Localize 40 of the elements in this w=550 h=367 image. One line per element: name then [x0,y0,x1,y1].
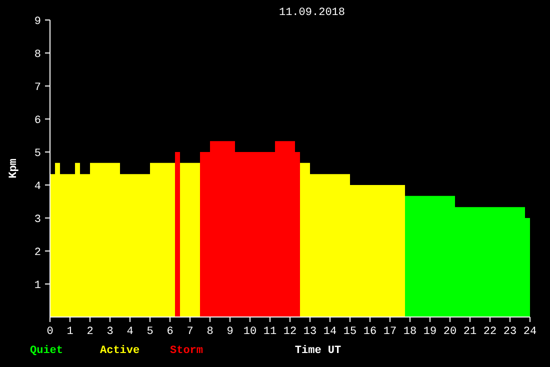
x-tick-label: 7 [186,326,194,338]
x-tick-label: 1 [66,326,74,338]
x-axis-title: Time UT [294,345,342,357]
chart-title: 11.09.2018 [278,7,346,19]
y-tick-label: 8 [34,48,41,61]
x-tick-label: 17 [383,326,397,338]
x-tick-label: 4 [126,326,134,338]
x-tick-label: 11 [263,326,277,338]
x-tick-label: 23 [503,326,517,338]
text: Quiet [30,345,64,357]
x-tick-label: 2 [86,326,94,338]
text: Active [100,345,140,357]
x-tick-label: 24 [523,326,537,338]
x-tick-label: 12 [283,326,297,338]
x-tick-label: 14 [323,326,337,338]
x-tick-label: 21 [463,326,477,338]
x-tick-label: 20 [443,326,457,338]
y-tick-label: 9 [34,16,41,28]
text: Storm [170,345,204,357]
x-tick-label: 18 [403,326,417,338]
x-tick-label: 0 [46,326,54,338]
x-tick-label: 10 [243,326,257,338]
y-tick-label: 2 [34,246,41,259]
x-tick-label: 16 [363,326,377,338]
y-tick-label: 6 [34,114,41,127]
y-tick-label: 7 [34,82,41,94]
y-tick-label: 5 [34,148,41,160]
x-tick-label: 22 [483,326,497,338]
x-tick-label: 9 [226,326,234,338]
x-tick-label: 3 [106,326,114,338]
x-tick-label: 19 [423,326,437,338]
y-tick-label: 4 [34,180,42,193]
x-tick-label: 15 [343,326,357,338]
y-tick-label: 3 [34,214,41,226]
y-axis-title: Kpm [8,158,20,178]
x-tick-label: 5 [146,326,154,338]
x-tick-label: 6 [166,326,174,338]
x-tick-label: 8 [206,326,214,338]
y-tick-label: 1 [34,280,42,292]
x-tick-label: 13 [303,326,317,338]
